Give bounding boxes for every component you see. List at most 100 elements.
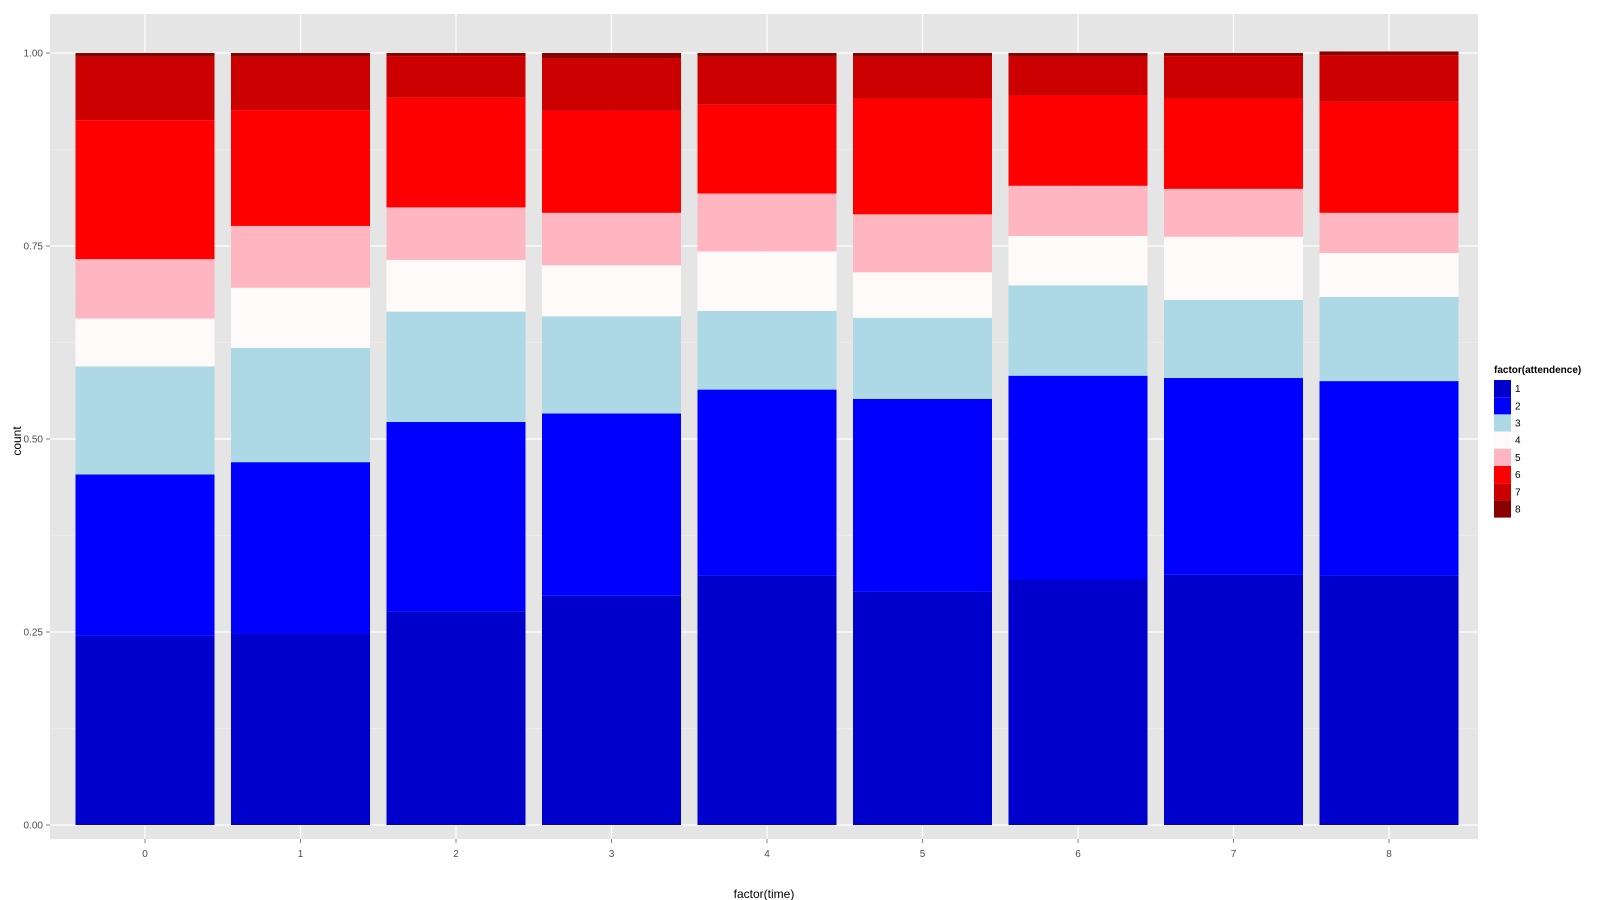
bar-segment-time-3-attendence-7 xyxy=(542,58,681,111)
bar-segment-time-7-attendence-8 xyxy=(1164,53,1303,57)
x-tick-label: 6 xyxy=(1075,849,1081,860)
bar-segment-time-6-attendence-4 xyxy=(1008,235,1148,286)
bar-segment-time-6-attendence-6 xyxy=(1008,95,1148,186)
bar-segment-time-0-attendence-1 xyxy=(75,635,215,825)
bar-segment-time-2-attendence-3 xyxy=(386,311,526,423)
y-tick-label: 0.25 xyxy=(24,628,44,639)
bar-segment-time-8-attendence-8 xyxy=(1319,51,1459,56)
bars xyxy=(75,51,1459,825)
bar-segment-time-1-attendence-4 xyxy=(231,287,370,348)
bar-segment-time-7-attendence-1 xyxy=(1164,574,1303,825)
bar-segment-time-5-attendence-8 xyxy=(853,53,992,57)
bar-segment-time-5-attendence-5 xyxy=(853,214,992,273)
legend-label-8: 8 xyxy=(1515,505,1521,516)
legend-key-7 xyxy=(1494,483,1511,501)
legend-key-5 xyxy=(1494,448,1511,466)
x-tick-label: 2 xyxy=(453,849,459,860)
bar-segment-time-4-attendence-2 xyxy=(697,389,837,576)
bar-segment-time-5-attendence-2 xyxy=(853,398,992,592)
bar-segment-time-8-attendence-7 xyxy=(1319,55,1459,102)
bar-segment-time-1-attendence-5 xyxy=(231,225,370,288)
y-tick-label: 0.50 xyxy=(24,435,44,446)
legend-label-6: 6 xyxy=(1515,470,1521,481)
legend-title: factor(attendence) xyxy=(1494,365,1581,376)
bar-segment-time-3-attendence-1 xyxy=(542,595,681,825)
bar-segment-time-0-attendence-3 xyxy=(75,366,215,475)
y-axis-title: count xyxy=(10,426,24,456)
bar-segment-time-8-attendence-3 xyxy=(1319,296,1459,382)
y-axis: 0.00 0.25 0.50 0.75 1.00 xyxy=(24,49,50,832)
bar-segment-time-6-attendence-3 xyxy=(1008,285,1148,376)
bar-segment-time-2-attendence-4 xyxy=(386,259,526,312)
bar-segment-time-4-attendence-8 xyxy=(697,53,837,57)
legend-label-5: 5 xyxy=(1515,453,1521,464)
bar-segment-time-1-attendence-6 xyxy=(231,110,370,226)
legend-key-4 xyxy=(1494,431,1511,449)
legend-label-3: 3 xyxy=(1515,419,1521,430)
bar-segment-time-0-attendence-8 xyxy=(75,53,215,57)
bar-segment-time-4-attendence-3 xyxy=(697,310,837,390)
bar-segment-time-1-attendence-2 xyxy=(231,462,370,634)
bar-segment-time-6-attendence-7 xyxy=(1008,56,1148,96)
bar-segment-time-1-attendence-7 xyxy=(231,56,370,111)
bar-segment-time-8-attendence-4 xyxy=(1319,252,1459,297)
bar-segment-time-2-attendence-7 xyxy=(386,56,526,98)
legend-label-2: 2 xyxy=(1515,401,1521,412)
x-tick-label: 8 xyxy=(1386,849,1392,860)
bar-segment-time-0-attendence-2 xyxy=(75,474,215,636)
bar-segment-time-4-attendence-4 xyxy=(697,251,837,311)
legend-label-1: 1 xyxy=(1515,384,1521,395)
legend-label-4: 4 xyxy=(1515,436,1521,447)
bar-segment-time-1-attendence-1 xyxy=(231,633,370,825)
bar-segment-time-0-attendence-5 xyxy=(75,259,215,319)
bar-segment-time-0-attendence-7 xyxy=(75,56,215,121)
bar-segment-time-5-attendence-3 xyxy=(853,317,992,399)
legend-key-6 xyxy=(1494,466,1511,484)
y-tick-label: 0.75 xyxy=(24,242,44,253)
x-tick-label: 7 xyxy=(1231,849,1237,860)
bar-segment-time-2-attendence-6 xyxy=(386,97,526,208)
bar-segment-time-7-attendence-4 xyxy=(1164,236,1303,301)
bar-segment-time-3-attendence-6 xyxy=(542,110,681,213)
bar-segment-time-3-attendence-4 xyxy=(542,265,681,317)
x-axis-title: factor(time) xyxy=(734,887,795,900)
bar-segment-time-0-attendence-6 xyxy=(75,120,215,260)
x-tick-label: 3 xyxy=(609,849,615,860)
bar-segment-time-7-attendence-5 xyxy=(1164,188,1303,237)
bar-segment-time-0-attendence-4 xyxy=(75,318,215,367)
bar-segment-time-4-attendence-5 xyxy=(697,193,837,252)
bar-segment-time-7-attendence-3 xyxy=(1164,300,1303,379)
bar-segment-time-2-attendence-8 xyxy=(386,53,526,57)
bar-segment-time-2-attendence-1 xyxy=(386,611,526,825)
bar-segment-time-5-attendence-7 xyxy=(853,56,992,99)
legend-key-3 xyxy=(1494,414,1511,432)
bar-segment-time-7-attendence-7 xyxy=(1164,56,1303,99)
bar-segment-time-5-attendence-4 xyxy=(853,272,992,318)
bar-segment-time-4-attendence-6 xyxy=(697,104,837,194)
bar-segment-time-4-attendence-7 xyxy=(697,56,837,105)
x-tick-label: 5 xyxy=(920,849,926,860)
x-axis: 0 1 2 3 4 5 6 7 8 xyxy=(142,839,1392,860)
bar-segment-time-7-attendence-2 xyxy=(1164,378,1303,575)
bar-segment-time-6-attendence-8 xyxy=(1008,53,1148,57)
bar-segment-time-1-attendence-3 xyxy=(231,347,370,463)
bar-segment-time-7-attendence-6 xyxy=(1164,98,1303,189)
legend: factor(attendence) 1 2 3 4 5 6 7 8 xyxy=(1494,365,1581,518)
bar-segment-time-6-attendence-5 xyxy=(1008,185,1148,236)
bar-segment-time-2-attendence-2 xyxy=(386,422,526,612)
bar-segment-time-6-attendence-1 xyxy=(1008,579,1148,825)
bar-segment-time-3-attendence-3 xyxy=(542,316,681,414)
legend-key-8 xyxy=(1494,500,1511,518)
bar-segment-time-3-attendence-8 xyxy=(542,53,681,59)
bar-segment-time-8-attendence-5 xyxy=(1319,212,1459,253)
bar-segment-time-8-attendence-1 xyxy=(1319,575,1459,825)
y-tick-label: 1.00 xyxy=(24,49,44,60)
legend-label-7: 7 xyxy=(1515,487,1521,498)
bar-segment-time-4-attendence-1 xyxy=(697,575,837,825)
bar-segment-time-5-attendence-6 xyxy=(853,98,992,215)
x-tick-label: 0 xyxy=(142,849,148,860)
bar-segment-time-2-attendence-5 xyxy=(386,207,526,260)
bar-segment-time-8-attendence-6 xyxy=(1319,101,1459,213)
bar-segment-time-6-attendence-2 xyxy=(1008,375,1148,580)
